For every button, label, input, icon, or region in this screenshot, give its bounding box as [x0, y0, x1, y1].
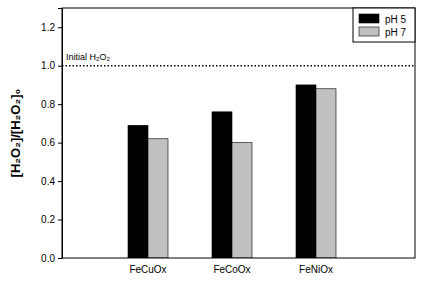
y-tick-label: 0.6: [41, 137, 55, 148]
legend-swatch: [359, 14, 379, 23]
bar: [128, 125, 148, 258]
legend-swatch: [359, 27, 379, 36]
y-tick-mark: [58, 258, 62, 259]
y-tick-label: 1.2: [41, 22, 55, 33]
y-tick: 1.0: [41, 60, 62, 71]
x-tick-label: FeCoOx: [213, 264, 250, 275]
x-tick: FeCuOx: [129, 264, 166, 275]
bar: [316, 89, 336, 258]
bar: [232, 143, 252, 258]
bar: [296, 85, 316, 258]
bar: [212, 112, 232, 258]
y-tick-mark: [58, 143, 62, 144]
x-tick: FeNiOx: [299, 264, 333, 275]
y-tick-label: 1.0: [41, 60, 55, 71]
bar: [148, 139, 168, 258]
bars: [128, 85, 336, 258]
y-tick-label: 0.4: [41, 176, 55, 187]
y-tick: 1.2: [41, 22, 62, 33]
legend-label: pH 5: [385, 14, 407, 25]
y-tick-mark: [58, 27, 62, 28]
y-tick-label: 0.2: [41, 214, 55, 225]
y-tick-label: 0.0: [41, 253, 55, 264]
x-tick-label: FeCuOx: [129, 264, 166, 275]
y-axis-title: [H₂O₂]/[H₂O₂]₀: [8, 88, 23, 177]
y-tick-mark: [58, 181, 62, 182]
plot-frame: [62, 8, 415, 258]
legend: pH 5 pH 7: [353, 8, 415, 42]
legend-box: [353, 8, 415, 42]
legend-label: pH 7: [385, 27, 407, 38]
y-tick: 0.2: [41, 214, 62, 225]
chart: Initial H₂O₂0.00.20.40.60.81.01.2FeCuOxF…: [0, 0, 425, 290]
x-tick-label: FeNiOx: [299, 264, 333, 275]
y-tick-mark: [58, 66, 62, 67]
y-tick-label: 0.8: [41, 99, 55, 110]
y-tick: 0.8: [41, 99, 62, 110]
x-axis: FeCuOx FeCoOx FeNiOx: [129, 264, 333, 275]
annotation: Initial H₂O₂: [66, 52, 111, 62]
y-tick: 0.4: [41, 176, 62, 187]
reference-line: [62, 65, 415, 67]
y-tick-mark: [58, 220, 62, 221]
y-tick: 0.6: [41, 137, 62, 148]
y-axis-line: [58, 9, 63, 259]
y-tick: 0.0: [41, 253, 62, 264]
y-axis: 0.0 0.2 0.4 0.6 0.8 1.0 1.2: [41, 9, 62, 264]
x-tick: FeCoOx: [213, 264, 250, 275]
y-tick-mark: [58, 104, 62, 105]
